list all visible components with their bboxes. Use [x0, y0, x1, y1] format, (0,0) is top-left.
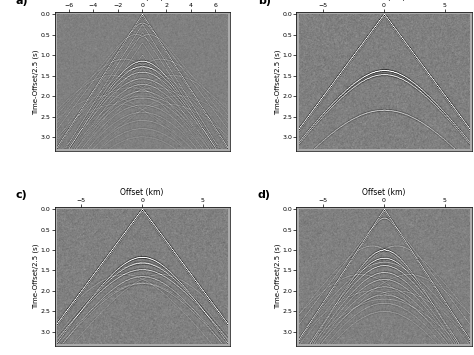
- Text: a): a): [16, 0, 28, 6]
- X-axis label: Offset (km): Offset (km): [120, 188, 164, 197]
- Y-axis label: Time-Offset/2.5 (s): Time-Offset/2.5 (s): [274, 49, 281, 115]
- Text: c): c): [16, 190, 27, 201]
- Y-axis label: Time-Offset/2.5 (s): Time-Offset/2.5 (s): [274, 244, 281, 309]
- Y-axis label: Time-Offset/2.5 (s): Time-Offset/2.5 (s): [33, 244, 39, 309]
- Text: b): b): [258, 0, 271, 6]
- Y-axis label: Time-Offset/2.5 (s): Time-Offset/2.5 (s): [33, 49, 39, 115]
- X-axis label: Offset (km): Offset (km): [362, 188, 406, 197]
- Text: d): d): [258, 190, 271, 201]
- X-axis label: Offset (km): Offset (km): [362, 0, 406, 2]
- X-axis label: Offset (km): Offset (km): [120, 0, 164, 2]
